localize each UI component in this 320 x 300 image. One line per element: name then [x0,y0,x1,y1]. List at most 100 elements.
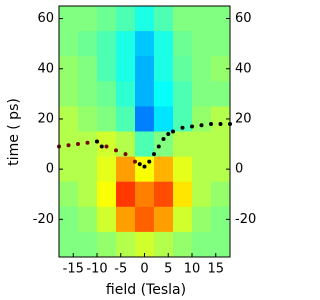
heatmap-cell [116,31,136,57]
data-point [180,125,185,130]
heatmap-cell [173,231,193,258]
heatmap-cell [78,81,98,107]
heatmap-cell [173,206,193,233]
data-point [95,139,99,144]
x-tick-label: 10 [184,262,201,277]
data-point [147,159,152,164]
heatmap-cell [211,31,231,57]
y-axis-title: time ( ps) [6,98,22,166]
heatmap-cell [192,231,212,258]
heatmap-cell [192,181,212,208]
heatmap-cell [173,156,193,183]
heatmap-cell [211,181,231,208]
heatmap-cell [59,81,79,107]
heatmap-cell [116,181,136,208]
heatmap-cell [211,56,231,82]
heatmap-cell [135,81,155,107]
heatmap-cell [135,156,155,183]
heatmap-cell [135,56,155,82]
heatmap-cell [97,231,117,258]
heatmap-cell [154,31,174,57]
data-point [137,162,142,167]
y2-tick-label: 40 [235,61,252,76]
heatmap-cell [173,106,193,132]
data-point [76,142,80,147]
heatmap-cell [211,131,231,158]
data-point [161,137,166,142]
data-point [218,121,223,126]
heatmap-cell [78,106,98,132]
y2-tick-label: 60 [235,11,252,26]
data-point [66,143,71,148]
heatmap-cell [211,106,231,132]
heatmap-cell [135,206,155,233]
heatmap-cell [154,6,174,32]
y2-tick-label: 20 [235,111,252,126]
heatmap-cell [211,206,231,233]
x-tick-label: 15 [207,262,224,277]
y2-tick-label: 0 [235,162,243,177]
heatmap-cell [192,6,212,32]
heatmap-cell [154,156,174,183]
heatmap-cell [211,156,231,183]
heatmap-cell [211,81,231,107]
heatmap-cell [78,181,98,208]
heatmap-cell [116,131,136,158]
heatmap-cell [116,81,136,107]
x-tick-label: 5 [164,262,172,277]
heatmap-cell [78,156,98,183]
y-tick-label: 20 [37,111,54,126]
heatmap-cell [211,6,231,32]
heatmap-cell [116,6,136,32]
heatmap-cell [173,31,193,57]
heatmap-cell [59,231,79,258]
data-point [99,144,104,149]
heatmap-cell [78,56,98,82]
heatmap-cell [97,131,117,158]
heatmap-cell [192,156,212,183]
y2-tick-label: -20 [235,212,256,227]
data-point [209,121,213,126]
y-tick-label: 60 [37,11,54,26]
heatmap-cell [116,206,136,233]
heatmap-cell [135,231,155,258]
heatmap-cell [173,181,193,208]
data-point [199,123,204,128]
heatmap-cell [135,31,155,57]
heatmap-cell [116,106,136,132]
heatmap-cell [173,56,193,82]
chart: field (Tesla) time ( ps) -15 -10 -5 0 5 10 15 -… [6,5,256,298]
heatmap-cell [78,6,98,32]
heatmap-cell [154,206,174,233]
heatmap-cell [97,31,117,57]
heatmap-cell [192,31,212,57]
heatmap-cell [97,6,117,32]
heatmap-cell [154,106,174,132]
heatmap-cell [135,106,155,132]
heatmap-cell [192,106,212,132]
data-point [190,124,194,129]
heatmap-cell [116,56,136,82]
heatmap-cell [97,81,117,107]
y-tick-label: -20 [33,212,54,227]
data-point [152,152,156,157]
data-point [156,144,161,149]
heatmap-cell [97,106,117,132]
x-tick-label: -5 [114,262,127,277]
y-tick-label: 40 [37,61,54,76]
heatmap-cell [59,181,79,208]
data-point [123,152,128,157]
heatmap-cell [154,56,174,82]
heatmap-cell [135,131,155,158]
heatmap-cell [192,81,212,107]
data-point [133,159,137,164]
heatmap-cell [78,31,98,57]
heatmap-cell [135,181,155,208]
heatmap-cell [97,181,117,208]
data-point [166,132,171,137]
data-point [114,148,118,153]
heatmap-cell [154,181,174,208]
heatmap-cell [154,131,174,158]
heatmap-cell [173,81,193,107]
